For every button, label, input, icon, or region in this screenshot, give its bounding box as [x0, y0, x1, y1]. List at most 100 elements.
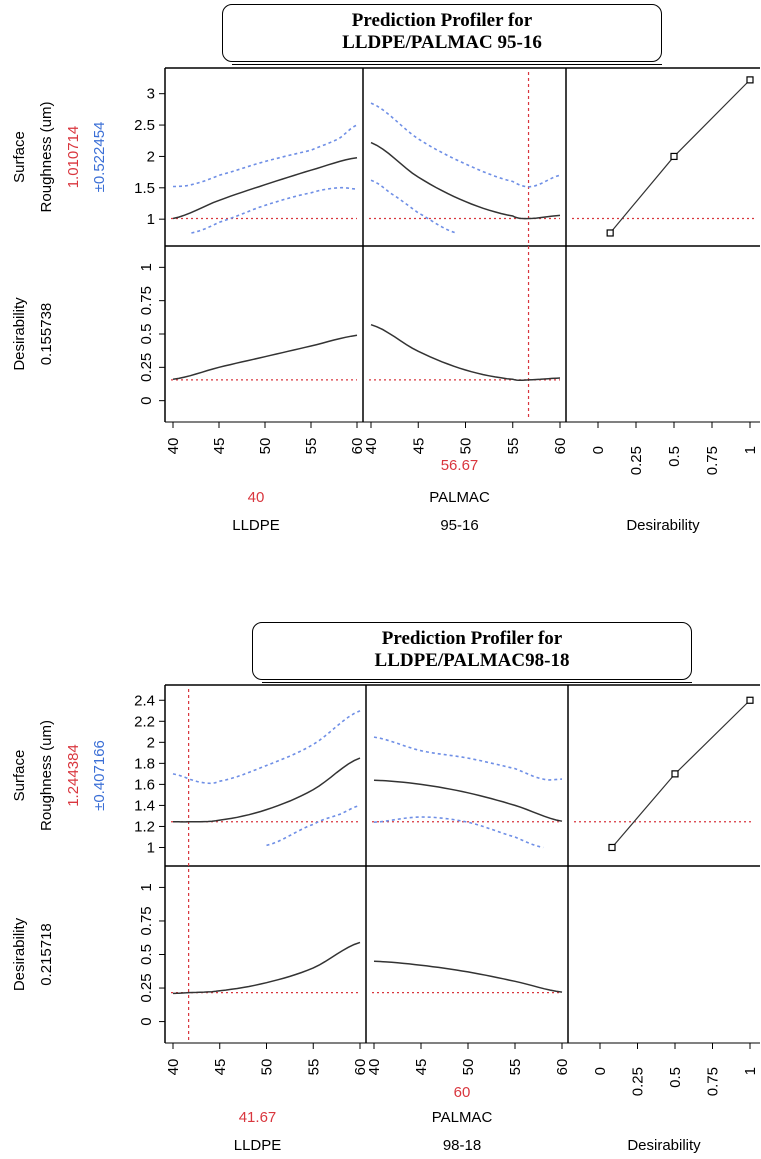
profiler-1-factor-2-xtick-label: 60	[552, 438, 569, 455]
profiler-2-factor-2-name-line2: 98-18	[443, 1137, 481, 1154]
profiler-1-factor-2-xtick-label: 40	[363, 438, 380, 455]
profiler-2-resp-label-line1: Surface	[11, 750, 28, 802]
profiler-1-des-axis-tick-label: 0.25	[628, 446, 645, 475]
profiler-2-resp-ytick-label: 1.2	[134, 818, 155, 835]
profiler-2-factor-1-upper-curve	[172, 710, 361, 785]
profiler-2-des-axis-tick-label: 0.5	[667, 1067, 684, 1088]
profiler-2-des-ytick-label: 0.25	[138, 973, 155, 1002]
profiler-1-resp-label-line1: Surface	[11, 131, 28, 183]
profiler-1-resp-current-value: 1.010714	[65, 126, 82, 189]
profiler-1-factor-2-name-line2: 95-16	[440, 517, 478, 534]
profiler-2-factor-1-xtick-label: 55	[305, 1059, 322, 1076]
profiler-2-title: Prediction Profiler for LLDPE/PALMAC98-1…	[252, 622, 692, 680]
profiler-1-factor-1-name: LLDPE	[232, 517, 280, 534]
profiler-1-resp-ytick-label: 1	[147, 211, 155, 228]
profiler-1-factor-2-xtick-label: 50	[458, 438, 475, 455]
profiler-1-resp-ytick-label: 3	[147, 86, 155, 103]
profiler-2-des-current-value: 0.215718	[38, 923, 55, 986]
profiler-2-factor-2-xtick-label: 45	[413, 1059, 430, 1076]
profiler-2-des-label: Desirability	[11, 917, 28, 991]
profiler-2-desfn-handle	[746, 696, 754, 704]
profiler-1-factor-1-xtick-label: 40	[165, 438, 182, 455]
profiler-1-factor-2-upper-curve	[370, 102, 561, 188]
profiler-2-resp-label-line2: Roughness (um)	[38, 720, 55, 831]
profiler-1-desfn-line	[609, 79, 751, 234]
profiler-1-factor-2-prediction-curve	[370, 141, 561, 220]
profiler-2-des-axis-tick-label: 0	[592, 1067, 609, 1075]
profiler-2-factor-1-prediction-curve	[173, 757, 361, 823]
profiler-2-factor-2-xtick-label: 40	[366, 1059, 383, 1076]
profiler-1-des-axis-tick-label: 0.5	[666, 446, 683, 467]
profiler-1-desfn-handle	[606, 229, 614, 237]
profiler-1-desfn-handle	[746, 76, 754, 84]
profiler-2-factor-1-name: LLDPE	[234, 1137, 282, 1154]
profiler-1-factor-1-xtick-label: 45	[211, 438, 228, 455]
profiler-2-des-ytick-label: 1	[138, 883, 155, 891]
profiler-2-des-ytick-label: 0.75	[138, 906, 155, 935]
profiler-2-factor-2-desirability-curve	[373, 960, 563, 993]
profiler-2-resp-current-value: 1.244384	[65, 744, 82, 807]
profiler-1-title-line2: LLDPE/PALMAC 95-16	[342, 32, 542, 53]
profiler-2-factor-2-current-value: 60	[454, 1084, 471, 1101]
profiler-1-des-ytick-label: 1	[138, 263, 155, 271]
profiler-2-resp-ytick-label: 2.4	[134, 692, 155, 709]
profiler-2-title-underline	[262, 682, 692, 683]
profiler-1-title-line1: Prediction Profiler for	[351, 10, 533, 31]
profiler-2-factor-1-current-value: 41.67	[239, 1109, 277, 1126]
profiler-1-des-ytick-label: 0.25	[138, 353, 155, 382]
profiler-1-des-ytick-label: 0.5	[138, 324, 155, 345]
profiler-2-title-line1: Prediction Profiler for	[381, 628, 563, 649]
profiler-1-resp-ci: ±0.522454	[91, 122, 108, 193]
profiler-2-des-ytick-label: 0.5	[138, 944, 155, 965]
profiler-1-factor-1-xtick-label: 55	[303, 438, 320, 455]
profiler-2-resp-ytick-label: 1.4	[134, 797, 155, 814]
profiler-1-resp-label-line2: Roughness (um)	[38, 102, 55, 213]
profiler-2-factor-2-upper-curve	[373, 736, 563, 781]
profiler-2-des-ytick-label: 0	[138, 1017, 155, 1025]
profiler-1-factor-1-current-value: 40	[248, 489, 265, 506]
profiler-2-des-axis-tick-label: 1	[742, 1067, 759, 1075]
profiler-2-factor-2-prediction-curve	[373, 779, 563, 822]
profiler-2-factor-1-xtick-label: 60	[352, 1059, 369, 1076]
profiler-2-factor-1-xtick-label: 45	[212, 1059, 229, 1076]
profiler-1-title: Prediction Profiler for LLDPE/PALMAC 95-…	[222, 4, 662, 62]
profiler-1-des-axis-label: Desirability	[626, 517, 700, 534]
profiler-1-factor-2-xtick-label: 55	[505, 438, 522, 455]
profiler-1-factor-2-name-line1: PALMAC	[429, 489, 490, 506]
profiler-2-des-axis-label: Desirability	[627, 1137, 701, 1154]
profiler-2-factor-2-xtick-label: 50	[460, 1059, 477, 1076]
profiler-2-factor-2-xtick-label: 60	[554, 1059, 571, 1076]
profiler-1-factor-1-lower-curve	[191, 186, 358, 234]
profiler-2-des-axis-tick-label: 0.75	[705, 1067, 722, 1096]
profiler-2-resp-ytick-label: 1.6	[134, 776, 155, 793]
profiler-2-factor-2-name-line1: PALMAC	[432, 1109, 493, 1126]
profiler-1-factor-2-xtick-label: 45	[410, 438, 427, 455]
profiler-2-title-line2: LLDPE/PALMAC98-18	[374, 650, 570, 671]
profiler-1-factor-1-prediction-curve	[172, 156, 358, 220]
profiler-2-resp-ytick-label: 2	[147, 734, 155, 751]
profiler-1-des-ytick-label: 0.75	[138, 286, 155, 315]
profiler-2-desfn-handle	[608, 843, 616, 852]
profiler-2-factor-1-xtick-label: 50	[259, 1059, 276, 1076]
profiler-2-desfn-line	[611, 699, 751, 848]
profiler-1-factor-2-desirability-curve	[370, 323, 561, 382]
profiler-2-des-axis-tick-label: 0.25	[630, 1067, 647, 1096]
profiler-1-des-current-value: 0.155738	[38, 303, 55, 366]
profiler-2-factor-1-desirability-curve	[173, 941, 361, 995]
profiler-2-factor-1-xtick-label: 40	[165, 1059, 182, 1076]
profiler-2-resp-ytick-label: 1.8	[134, 755, 155, 772]
profiler-2-factor-1-lower-curve	[266, 804, 361, 847]
profiler-2-factor-2-xtick-label: 55	[507, 1059, 524, 1076]
profiler-2-resp-ytick-label: 2.2	[134, 713, 155, 730]
profiler-1-factor-1-xtick-label: 50	[257, 438, 274, 455]
profiler-1-factor-1-desirability-curve	[172, 334, 358, 381]
profiler-1-title-underline	[232, 64, 662, 65]
profiler-2-resp-ci: ±0.407166	[91, 740, 108, 811]
profiler-1-des-ytick-label: 0	[138, 396, 155, 404]
profiler-1-des-axis-tick-label: 0.75	[704, 446, 721, 475]
profiler-1-des-label: Desirability	[11, 297, 28, 371]
profiler-1-des-axis-tick-label: 0	[590, 446, 607, 454]
profiler-1-factor-1-upper-curve	[173, 124, 358, 188]
profiler-1-factor-2-lower-curve	[370, 179, 457, 234]
